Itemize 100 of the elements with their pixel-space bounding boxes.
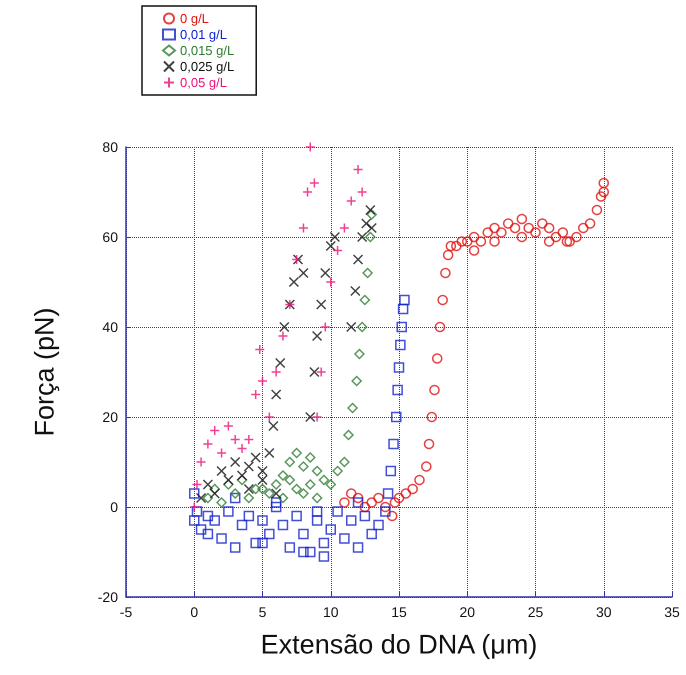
legend-label: 0,025 g/L <box>180 59 234 74</box>
point <box>462 236 472 247</box>
point <box>346 515 356 526</box>
point <box>516 232 528 242</box>
point <box>270 502 282 512</box>
point <box>339 456 350 468</box>
point <box>244 461 254 472</box>
point <box>254 344 266 355</box>
point <box>288 276 300 288</box>
x-tick-label: 0 <box>190 604 198 620</box>
point <box>456 236 468 247</box>
point <box>298 488 309 499</box>
legend-label: 0,015 g/L <box>180 43 234 58</box>
point <box>596 191 606 202</box>
x-tick-label: 25 <box>528 604 544 620</box>
point <box>257 515 268 526</box>
point <box>407 484 418 494</box>
point <box>236 470 248 481</box>
point <box>366 528 377 540</box>
point <box>360 294 370 306</box>
point <box>451 240 462 252</box>
point <box>362 268 373 278</box>
point <box>446 240 456 252</box>
point <box>250 389 261 400</box>
point <box>209 425 220 436</box>
point <box>530 227 541 238</box>
point <box>386 466 396 476</box>
point <box>437 294 448 306</box>
point <box>209 515 220 526</box>
point <box>421 461 432 472</box>
point <box>440 268 451 278</box>
point <box>578 222 589 234</box>
point <box>326 524 336 535</box>
x-tick-label: 15 <box>391 604 407 620</box>
point <box>373 520 384 530</box>
point <box>352 254 364 265</box>
point <box>339 222 350 234</box>
point <box>305 142 316 152</box>
point <box>558 227 568 238</box>
point <box>424 438 434 450</box>
point <box>414 474 425 486</box>
x-axis-title: Extensão do DNA (μm) <box>260 630 538 660</box>
point <box>562 236 572 247</box>
point <box>236 520 248 530</box>
point <box>332 506 343 517</box>
point <box>352 497 364 508</box>
point <box>346 196 356 206</box>
point <box>352 164 364 175</box>
point <box>326 276 336 288</box>
point <box>339 497 350 508</box>
x-tick-label: 20 <box>459 604 476 620</box>
point <box>192 506 202 517</box>
point <box>598 178 609 188</box>
point <box>250 538 261 548</box>
point <box>264 488 275 499</box>
point <box>284 474 296 486</box>
point <box>230 542 240 553</box>
point <box>196 492 206 504</box>
point <box>356 186 368 198</box>
point <box>278 330 288 342</box>
point <box>373 492 384 504</box>
point <box>270 497 282 508</box>
point <box>592 204 602 216</box>
point <box>476 236 486 247</box>
point <box>230 488 240 499</box>
point <box>298 222 309 234</box>
y-axis-title: Força (pN) <box>30 307 60 437</box>
point <box>391 412 402 422</box>
point <box>584 218 596 229</box>
point <box>360 218 372 229</box>
point <box>202 438 214 450</box>
point <box>189 515 200 526</box>
point <box>316 299 326 310</box>
point <box>189 502 200 512</box>
point <box>346 322 356 332</box>
point <box>216 497 227 508</box>
point <box>230 434 240 445</box>
point <box>523 222 534 234</box>
point <box>366 222 377 234</box>
point <box>274 358 286 368</box>
point <box>502 218 514 229</box>
point <box>388 438 399 450</box>
point <box>312 466 322 476</box>
point <box>318 538 330 548</box>
point <box>302 186 313 198</box>
point <box>216 533 227 544</box>
x-tick-label: -5 <box>120 604 132 620</box>
point <box>236 443 248 454</box>
point <box>250 484 261 494</box>
point <box>365 232 376 242</box>
point <box>400 488 412 499</box>
point <box>196 524 206 535</box>
point <box>244 510 254 522</box>
point <box>291 484 302 494</box>
point <box>330 232 340 242</box>
point <box>244 484 254 494</box>
point <box>298 528 309 540</box>
point <box>278 520 288 530</box>
point <box>332 245 343 256</box>
point <box>291 510 302 522</box>
